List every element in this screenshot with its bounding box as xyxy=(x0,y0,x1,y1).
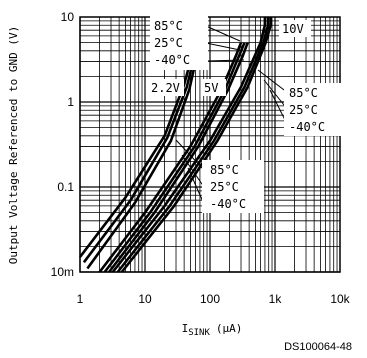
leader-line xyxy=(205,59,245,62)
series-line xyxy=(120,17,272,273)
leader-line xyxy=(205,42,241,51)
y-tick-label: 0.1 xyxy=(57,180,74,194)
x-tick-label: 1 xyxy=(77,292,84,306)
label-bg xyxy=(202,160,264,213)
x-tick-label: 10k xyxy=(330,292,350,306)
y-tick-label: 10m xyxy=(51,265,74,279)
supply-label: 5V xyxy=(204,81,218,95)
annotation-label: 25°C xyxy=(210,180,239,194)
x-tick-label: 100 xyxy=(200,292,220,306)
leader-line xyxy=(257,69,289,94)
reference-code: DS100064-48 xyxy=(284,341,352,353)
x-axis-title: ISINK (μA) xyxy=(182,322,243,338)
label-bg xyxy=(284,83,344,136)
leader-line xyxy=(187,167,205,205)
leader-line xyxy=(175,139,205,171)
series-line xyxy=(98,42,243,273)
plot-frame xyxy=(79,16,341,273)
annotations: 85°C 25°C -40°C 10V 2.2V 5V 85°C 25°C -4… xyxy=(148,16,344,213)
annotation-label: -40°C xyxy=(154,53,190,67)
annotation-label: 25°C xyxy=(154,36,183,50)
leader-line xyxy=(181,154,205,188)
x-axis-title-unit: (μA) xyxy=(216,322,243,335)
leader-line xyxy=(205,25,241,42)
series-line xyxy=(103,42,246,273)
annotation-label: 85°C xyxy=(289,86,318,100)
x-axis-title-main: I xyxy=(182,322,189,335)
x-axis-title-sub: SINK xyxy=(188,328,210,338)
label-bg xyxy=(201,79,226,96)
x-tick-label: 10 xyxy=(138,292,152,306)
annotation-label: 25°C xyxy=(289,103,318,117)
supply-label: 10V xyxy=(282,22,304,36)
annotation-label: -40°C xyxy=(289,120,325,134)
y-tick-label: 10 xyxy=(61,10,75,24)
tick-labels: 1 10 100 1k 10k 10m 0.1 1 10 xyxy=(51,10,351,306)
label-bg xyxy=(150,16,208,70)
y-tick-label: 1 xyxy=(67,95,74,109)
supply-label: 2.2V xyxy=(151,81,180,95)
series-line xyxy=(111,17,267,273)
y-axis-title: Output Voltage Referenced to GND (V) xyxy=(7,26,20,264)
label-bg xyxy=(279,20,311,37)
series-line xyxy=(108,42,249,273)
annotation-label: -40°C xyxy=(210,197,246,211)
annotation-label: 85°C xyxy=(210,163,239,177)
x-tick-label: 1k xyxy=(269,292,283,306)
series-line xyxy=(116,17,270,273)
annotation-label: 85°C xyxy=(154,19,183,33)
label-bg xyxy=(148,79,184,96)
